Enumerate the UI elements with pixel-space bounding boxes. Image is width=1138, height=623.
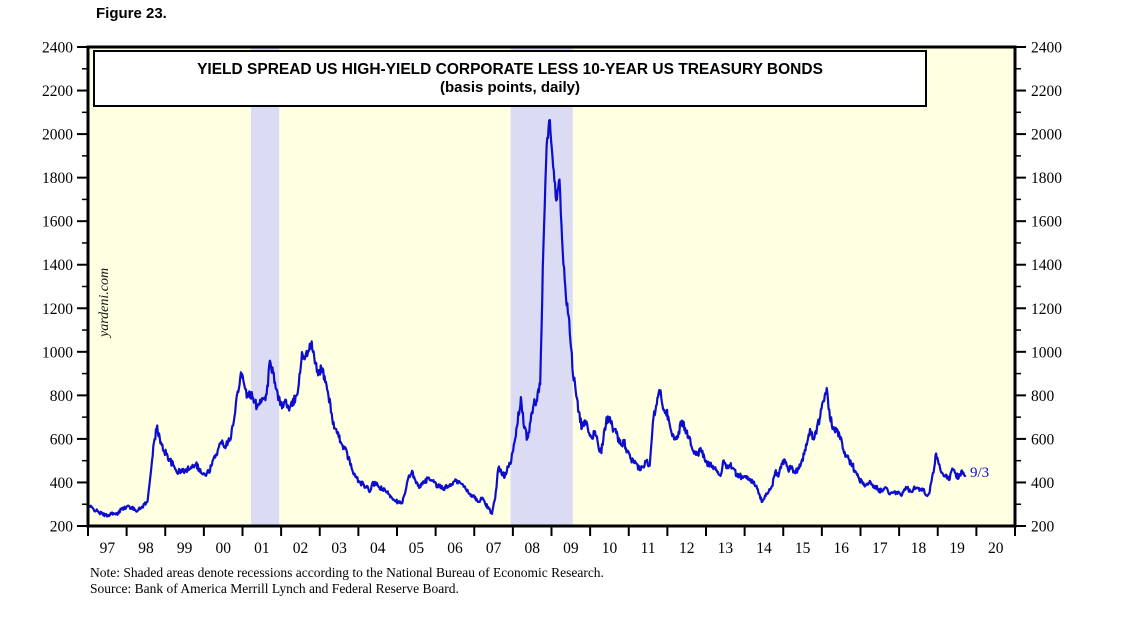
x-axis-label: 15 <box>795 540 811 557</box>
x-axis-label: 14 <box>756 540 772 557</box>
x-axis-label: 99 <box>177 540 193 557</box>
x-axis-label: 05 <box>409 540 425 557</box>
x-axis-label: 12 <box>679 540 695 557</box>
y-axis-label-right: 600 <box>1031 431 1055 448</box>
recession-band <box>250 47 280 526</box>
x-axis-label: 07 <box>486 540 502 557</box>
x-axis-label: 06 <box>447 540 463 557</box>
y-axis-label-right: 800 <box>1031 388 1055 405</box>
x-axis-label: 04 <box>370 540 386 557</box>
y-axis-label-right: 2400 <box>1031 40 1062 57</box>
y-axis-label-left: 2400 <box>42 40 73 57</box>
y-axis-label-left: 1200 <box>42 301 73 318</box>
x-axis-label: 17 <box>872 540 888 557</box>
y-axis-label-right: 1200 <box>1031 301 1062 318</box>
y-axis-label-right: 1600 <box>1031 214 1062 231</box>
note-line: Note: Shaded areas denote recessions acc… <box>90 565 604 580</box>
y-axis-label-right: 1400 <box>1031 257 1062 274</box>
chart-notes: Note: Shaded areas denote recessions acc… <box>90 565 604 596</box>
x-axis-label: 13 <box>718 540 734 557</box>
y-axis-label-right: 2000 <box>1031 127 1062 144</box>
x-axis-label: 20 <box>988 540 1004 557</box>
y-axis-label-right: 400 <box>1031 475 1055 492</box>
x-axis-label: 02 <box>293 540 309 557</box>
y-axis-label-left: 2000 <box>42 127 73 144</box>
x-axis-label: 16 <box>833 540 849 557</box>
y-axis-label-right: 2200 <box>1031 83 1062 100</box>
y-axis-label-left: 200 <box>50 519 74 536</box>
x-axis-label: 00 <box>215 540 231 557</box>
chart-title: YIELD SPREAD US HIGH-YIELD CORPORATE LES… <box>197 61 823 78</box>
y-axis-label-left: 2200 <box>42 83 73 100</box>
watermark-yardeni: yardeni.com <box>97 267 112 337</box>
figure-label: Figure 23. <box>96 5 167 22</box>
x-axis-label: 97 <box>100 540 116 557</box>
y-axis-label-left: 1600 <box>42 214 73 231</box>
x-axis-label: 03 <box>331 540 347 557</box>
y-axis-label-left: 1800 <box>42 170 73 187</box>
y-axis-label-left: 1400 <box>42 257 73 274</box>
x-axis-label: 09 <box>563 540 579 557</box>
x-axis-label: 98 <box>138 540 154 557</box>
chart-title-box: YIELD SPREAD US HIGH-YIELD CORPORATE LES… <box>93 50 927 107</box>
y-axis-label-left: 600 <box>50 431 74 448</box>
y-axis-label-right: 1800 <box>1031 170 1062 187</box>
y-axis-label-right: 200 <box>1031 519 1055 536</box>
last-point-date-label: 9/3 <box>970 465 990 481</box>
x-axis-label: 19 <box>949 540 965 557</box>
spread-line <box>88 119 967 518</box>
y-axis-label-left: 1000 <box>42 344 73 361</box>
y-axis-label-left: 800 <box>50 388 74 405</box>
x-axis-label: 11 <box>641 540 656 557</box>
x-axis-label: 01 <box>254 540 270 557</box>
x-axis-label: 10 <box>602 540 618 557</box>
source-line: Source: Bank of America Merrill Lynch an… <box>90 580 459 596</box>
x-axis-label: 08 <box>524 540 540 557</box>
x-axis-label: 18 <box>911 540 927 557</box>
y-axis-label-right: 1000 <box>1031 344 1062 361</box>
y-axis-label-left: 400 <box>50 475 74 492</box>
chart-subtitle: (basis points, daily) <box>439 79 581 96</box>
